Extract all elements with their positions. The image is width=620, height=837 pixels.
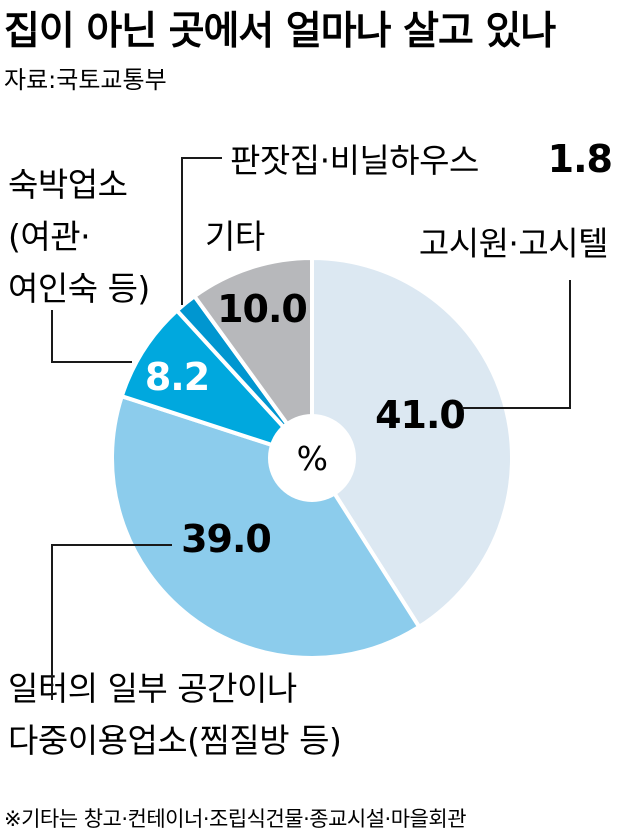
value-label-other: 10.0 [217, 287, 307, 331]
category-label-lodging-line3: 여인숙 등) [8, 269, 150, 308]
pie-slices [110, 256, 515, 660]
pie-slice-other [192, 256, 314, 460]
category-label-workplace-line1: 일터의 일부 공간이나 [8, 669, 297, 708]
category-label-lodging-line1: 숙박업소 [8, 165, 127, 204]
leader-line-shack [181, 157, 222, 305]
leader-lines [51, 157, 571, 700]
pie-slice-workplace [110, 394, 422, 660]
value-label-workplace: 39.0 [181, 517, 271, 561]
chart-source: 자료:국토교통부 [4, 66, 167, 94]
unit-label: % [297, 439, 328, 478]
category-label-workplace-line2: 다중이용업소(찜질방 등) [8, 721, 341, 760]
chart-title: 집이 아닌 곳에서 얼마나 살고 있나 [4, 9, 556, 54]
value-label-lodging: 8.2 [145, 355, 209, 399]
value-label-gosiwon: 41.0 [375, 393, 465, 437]
leader-line-workplace [51, 544, 172, 700]
category-label-gosiwon: 고시원·고시텔 [419, 224, 608, 263]
leader-line-gosiwon [462, 280, 571, 409]
category-label-lodging-line2: (여관· [8, 217, 90, 256]
leader-line-lodging [51, 310, 132, 363]
category-label-shack: 판잣집·비닐하우스 [230, 141, 479, 180]
category-label-other: 기타 [205, 217, 265, 256]
value-label-shack: 1.8 [548, 137, 612, 181]
footnote: ※기타는 창고·컨테이너·조립식건물·종교시설·마을회관 [4, 807, 466, 831]
pie-center-hole [268, 414, 356, 502]
